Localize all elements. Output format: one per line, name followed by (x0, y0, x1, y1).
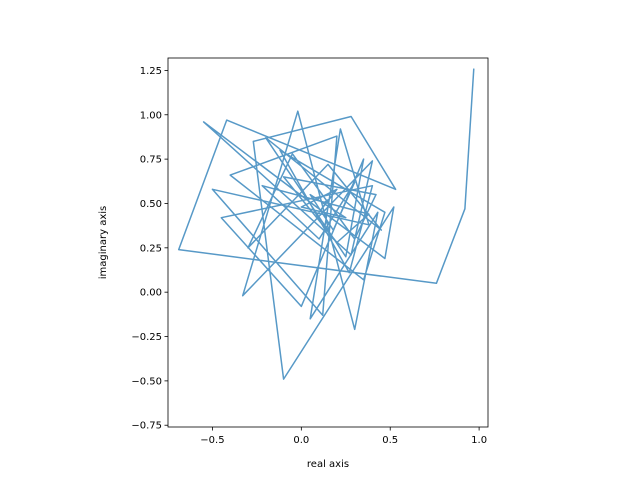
axes-frame (167, 57, 489, 428)
x-tick-label: 1.0 (471, 435, 487, 446)
y-tick-label: −0.50 (131, 376, 162, 387)
y-tick-label: 0.75 (140, 155, 162, 166)
y-tick-label: 0.00 (140, 288, 162, 299)
y-tick-label: 0.25 (140, 243, 162, 254)
series-line-0 (177, 68, 475, 380)
y-axis: −0.75 −0.50 −0.25 0.00 0.25 0.50 0.75 1.00 1.25 (131, 66, 168, 432)
y-tick-label: −0.75 (131, 421, 162, 432)
x-tick-label: 0.5 (382, 435, 398, 446)
x-axis: −0.5 0.0 0.5 1.0 (200, 427, 487, 446)
y-tick-label: −0.25 (131, 332, 162, 343)
y-tick-label: 1.25 (140, 66, 162, 77)
x-axis-label: real axis (307, 459, 349, 470)
y-axis-label: imaginary axis (98, 206, 109, 279)
x-tick-label: −0.5 (200, 435, 224, 446)
y-tick-label: 0.50 (140, 199, 162, 210)
plot-area (177, 68, 475, 380)
y-tick-label: 1.00 (140, 110, 162, 121)
x-tick-label: 0.0 (293, 435, 309, 446)
